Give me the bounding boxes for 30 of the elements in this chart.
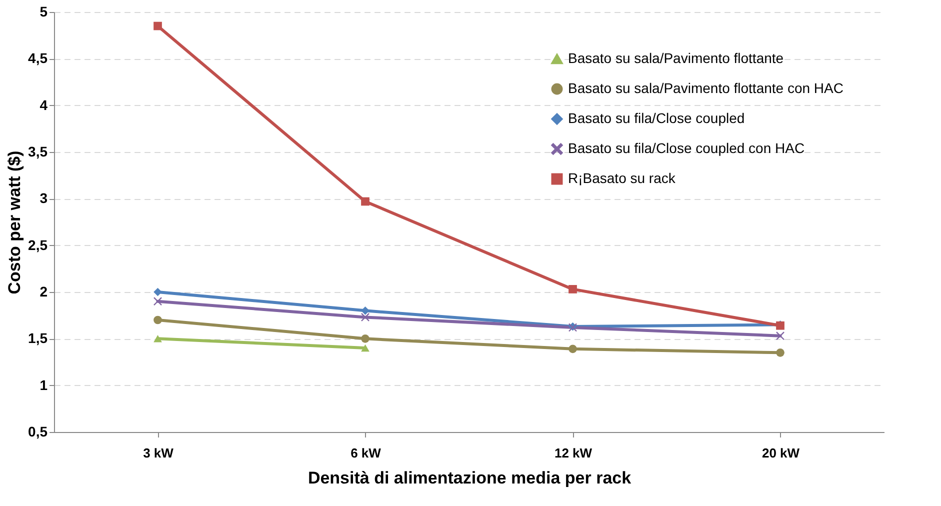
y-tick-label: 2 xyxy=(40,284,48,300)
legend-label: Basato su sala/Pavimento flottante xyxy=(568,50,784,66)
y-tick-label: 1 xyxy=(40,376,48,393)
point xyxy=(154,316,162,324)
x-tick-label: 20 kW xyxy=(762,446,800,460)
legend-label: Basato su fila/Close coupled xyxy=(568,110,745,126)
x-tick-label: 6 kW xyxy=(350,446,382,460)
point xyxy=(154,288,162,296)
y-tick-label: 0,5 xyxy=(28,424,48,440)
y-axis-title: Costo per watt ($) xyxy=(5,150,24,294)
point xyxy=(361,197,370,206)
point xyxy=(361,306,370,315)
y-tick-label: 3 xyxy=(40,190,48,206)
x-tick-label: 3 kW xyxy=(143,446,174,460)
y-tick-label: 2,5 xyxy=(28,236,48,253)
y-tick-label: 5 xyxy=(40,4,48,20)
x-axis-title: Densità di alimentazione media per rack xyxy=(308,468,632,488)
y-tick-label: 4 xyxy=(40,96,48,113)
point xyxy=(361,334,370,343)
point xyxy=(568,285,577,294)
y-tick-label: 1,5 xyxy=(28,330,48,346)
point xyxy=(568,344,577,354)
legend-label: R¡Basato su rack xyxy=(568,170,676,186)
point xyxy=(154,22,162,30)
y-tick-label: 4,5 xyxy=(28,50,48,66)
x-tick-label: 12 kW xyxy=(554,446,593,460)
y-tick-label: 3,5 xyxy=(28,144,48,160)
point xyxy=(776,348,784,357)
legend-label: Basato su sala/Pavimento flottante con HAC xyxy=(568,80,844,96)
legend-label: Basato su fila/Close coupled con HAC xyxy=(568,140,805,156)
